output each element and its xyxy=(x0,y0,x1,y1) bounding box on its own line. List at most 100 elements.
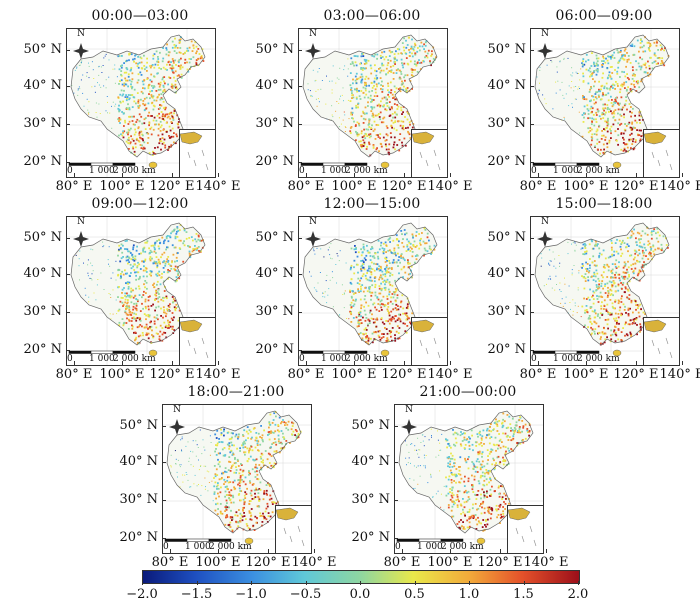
latitude-label: 40° N xyxy=(255,266,294,281)
latitude-label: 30° N xyxy=(255,304,294,319)
longitude-tick xyxy=(404,361,405,365)
colorbar-tick xyxy=(142,581,143,585)
scale-bar-segment xyxy=(576,350,600,354)
longitude-tick xyxy=(306,173,307,177)
longitude-tick xyxy=(538,361,539,365)
latitude-label: 20° N xyxy=(487,154,526,169)
north-label: N xyxy=(77,29,85,39)
north-label: N xyxy=(541,29,549,39)
latitude-tick xyxy=(394,500,398,501)
longitude-label: 120° E xyxy=(149,179,195,194)
latitude-tick xyxy=(66,86,70,87)
scale-label: 1 000 xyxy=(185,542,211,552)
map-panel: 18:00—21:00 N 0 1 000 2 000 km 50° N 40° N 30° … xyxy=(119,384,336,572)
longitude-label: 100° E xyxy=(331,179,377,194)
longitude-label: 80° E xyxy=(55,179,93,194)
scale-label: 2 000 km xyxy=(441,542,484,552)
longitude-tick xyxy=(218,549,219,553)
data-points xyxy=(309,227,436,345)
longitude-tick xyxy=(546,549,547,553)
map-frame: N 0 1 000 2 000 km xyxy=(66,28,216,178)
latitude-tick xyxy=(530,350,534,351)
latitude-tick xyxy=(394,462,398,463)
colorbar-tick xyxy=(360,581,361,585)
scale-label: 0 xyxy=(67,354,73,364)
longitude-tick xyxy=(74,173,75,177)
map-panel: 09:00—12:00 N 0 1 000 2 000 km 50° N 40° N 30° … xyxy=(23,196,240,384)
map-panel: 06:00—09:00 N 0 1 000 2 000 km 50° N 40° N 30° … xyxy=(487,8,700,196)
latitude-tick xyxy=(66,274,70,275)
panel-title: 03:00—06:00 xyxy=(323,8,421,24)
scale-bar-segment xyxy=(344,350,368,354)
latitude-tick xyxy=(394,426,398,427)
map-frame: N 0 1 000 2 000 km xyxy=(530,216,680,366)
scale-label: 0 xyxy=(163,542,169,552)
hainan-island xyxy=(244,537,254,545)
latitude-tick xyxy=(66,162,70,163)
hainan-island xyxy=(612,349,622,357)
latitude-tick xyxy=(530,238,534,239)
colorbar-tick-label: 1.5 xyxy=(513,587,534,602)
scale-label: 1 000 xyxy=(89,354,115,364)
data-points xyxy=(170,411,302,533)
longitude-tick xyxy=(500,549,501,553)
longitude-label: 140° E xyxy=(195,367,241,382)
longitude-tick xyxy=(268,549,269,553)
country-outline xyxy=(70,222,206,346)
map-graphic xyxy=(531,29,679,177)
longitude-tick xyxy=(74,361,75,365)
country-outline xyxy=(534,222,670,346)
longitude-label: 80° E xyxy=(151,555,189,570)
scale-label: 2 000 km xyxy=(113,354,156,364)
latitude-tick xyxy=(298,238,302,239)
longitude-tick xyxy=(586,173,587,177)
map-frame: N 0 1 000 2 000 km xyxy=(298,28,448,178)
scale-label: 1 000 xyxy=(89,166,115,176)
south-china-sea-inset xyxy=(507,505,543,553)
compass-icon xyxy=(73,231,89,247)
longitude-label: 100° E xyxy=(331,367,377,382)
longitude-label: 80° E xyxy=(383,555,421,570)
latitude-label: 50° N xyxy=(487,230,526,245)
latitude-label: 50° N xyxy=(255,230,294,245)
map-graphic xyxy=(67,29,215,177)
scale-label: 0 xyxy=(531,354,537,364)
latitude-tick xyxy=(162,538,166,539)
latitude-label: 50° N xyxy=(23,42,62,57)
latitude-label: 30° N xyxy=(255,116,294,131)
longitude-label: 100° E xyxy=(99,367,145,382)
longitude-tick xyxy=(354,361,355,365)
latitude-label: 20° N xyxy=(23,154,62,169)
latitude-label: 20° N xyxy=(119,530,158,545)
map-frame: N 0 1 000 2 000 km xyxy=(66,216,216,366)
north-label: N xyxy=(77,217,85,227)
latitude-label: 40° N xyxy=(351,454,390,469)
longitude-tick xyxy=(636,173,637,177)
compass-icon xyxy=(305,43,321,59)
scale-bar-segment xyxy=(576,162,600,166)
colorbar-tick-label: −2.0 xyxy=(126,587,158,602)
latitude-tick xyxy=(298,312,302,313)
latitude-label: 50° N xyxy=(255,42,294,57)
country-outline xyxy=(302,34,438,158)
latitude-label: 40° N xyxy=(487,266,526,281)
compass-icon xyxy=(537,231,553,247)
data-points xyxy=(71,36,205,156)
latitude-tick xyxy=(530,124,534,125)
longitude-label: 120° E xyxy=(245,555,291,570)
data-points xyxy=(307,36,437,157)
longitude-tick xyxy=(402,549,403,553)
map-panel: 21:00—00:00 N 0 1 000 2 000 km 50° N 40° N 30° … xyxy=(351,384,568,572)
latitude-tick xyxy=(66,312,70,313)
colorbar-tick-label: −1.0 xyxy=(235,587,267,602)
latitude-label: 30° N xyxy=(487,304,526,319)
longitude-tick xyxy=(122,173,123,177)
scale-label: 1 000 xyxy=(321,354,347,364)
south-china-sea-inset xyxy=(411,129,447,177)
country-outline xyxy=(302,222,438,346)
latitude-label: 30° N xyxy=(351,492,390,507)
map-frame: N 0 1 000 2 000 km xyxy=(530,28,680,178)
compass-icon xyxy=(73,43,89,59)
longitude-label: 140° E xyxy=(291,555,337,570)
longitude-label: 80° E xyxy=(287,367,325,382)
